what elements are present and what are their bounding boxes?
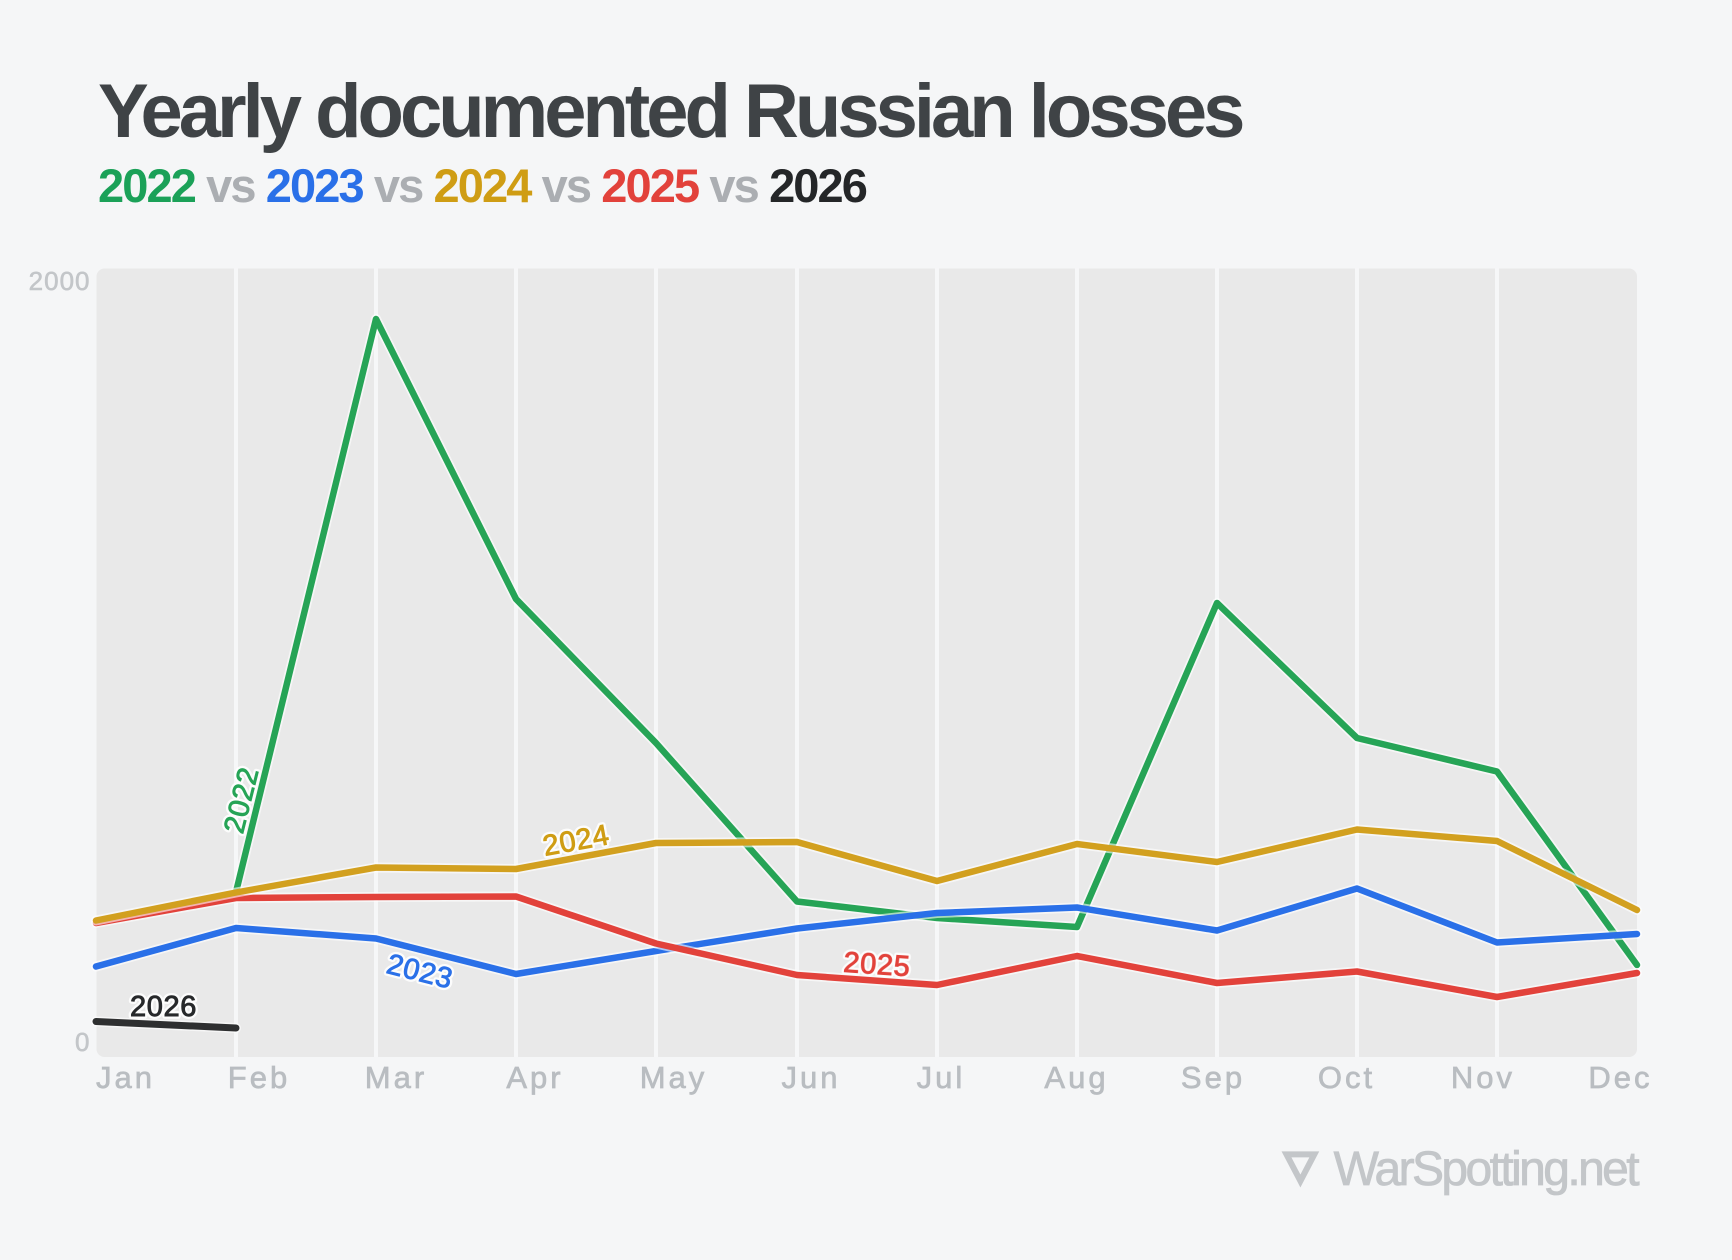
svg-text:2026: 2026 xyxy=(130,991,197,1023)
svg-text:Aug: Aug xyxy=(1044,1060,1108,1095)
svg-text:2026: 2026 xyxy=(130,991,197,1023)
svg-text:Mar: Mar xyxy=(365,1060,427,1095)
svg-text:Yearly documented Russian loss: Yearly documented Russian losses xyxy=(98,69,1243,154)
svg-text:Jun: Jun xyxy=(782,1060,841,1095)
svg-text:WarSpotting.net: WarSpotting.net xyxy=(1334,1143,1640,1196)
svg-text:Dec: Dec xyxy=(1588,1060,1652,1095)
svg-text:Jul: Jul xyxy=(917,1060,966,1095)
svg-text:Apr: Apr xyxy=(506,1060,563,1095)
svg-text:Sep: Sep xyxy=(1181,1060,1245,1095)
svg-text:0: 0 xyxy=(75,1027,90,1057)
svg-text:May: May xyxy=(640,1060,708,1095)
svg-text:2025: 2025 xyxy=(842,947,911,984)
svg-text:Nov: Nov xyxy=(1451,1060,1515,1095)
svg-text:2025: 2025 xyxy=(842,947,911,984)
svg-text:2022 vs 2023 vs 2024 vs 2025 v: 2022 vs 2023 vs 2024 vs 2025 vs 2026 xyxy=(98,159,867,212)
svg-text:Feb: Feb xyxy=(228,1060,290,1095)
svg-text:Oct: Oct xyxy=(1318,1060,1375,1095)
svg-text:2000: 2000 xyxy=(29,266,91,296)
svg-text:Jan: Jan xyxy=(96,1060,155,1095)
